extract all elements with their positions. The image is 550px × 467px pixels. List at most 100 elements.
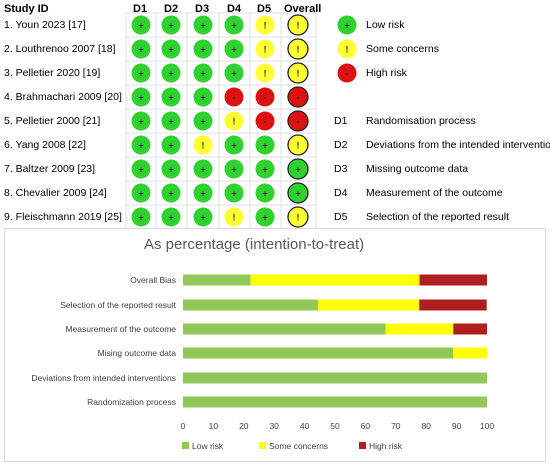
overall-judgement-some-icon-circle <box>287 14 309 36</box>
judgement-low-icon: + <box>193 183 213 203</box>
judgement-some-icon-circle <box>255 15 275 35</box>
judgement-low-icon-symbol: + <box>168 117 173 127</box>
judgement-low-icon-circle <box>131 63 151 83</box>
judgement-low-icon-symbol: + <box>231 165 236 175</box>
overall-judgement-some-icon: ! <box>287 62 309 84</box>
bar-segment <box>183 347 454 359</box>
legend-label: High risk <box>369 441 403 451</box>
judgement-low-icon-symbol: + <box>168 21 173 31</box>
judgement-low-icon: + <box>161 183 181 203</box>
domain-header-d2: D2 <box>164 3 179 15</box>
overall-judgement-some-icon-symbol: ! <box>297 45 300 55</box>
bar-segment <box>183 299 318 311</box>
judgement-low-icon-circle <box>224 135 244 155</box>
judgement-low-icon-circle <box>224 63 244 83</box>
domain-header-d4: D4 <box>227 3 242 15</box>
overall-judgement-some-icon-symbol: ! <box>297 21 300 31</box>
judgement-low-icon-symbol: + <box>168 141 173 151</box>
judgement-low-icon: + <box>193 159 213 179</box>
overall-judgement-some-icon-circle <box>287 206 309 228</box>
bar-segment <box>453 323 487 335</box>
judgement-some-icon: ! <box>224 207 244 227</box>
overall-judgement-some-icon-symbol: ! <box>297 213 300 223</box>
legend-low-icon-symbol: + <box>344 21 349 31</box>
judgement-low-icon: + <box>224 135 244 155</box>
domain-key-d3: D3 <box>334 163 348 175</box>
judgement-low-icon-symbol: + <box>138 69 143 79</box>
domain-label-d3: Missing outcome data <box>366 163 469 175</box>
judgement-low-icon-symbol: + <box>200 93 205 103</box>
judgement-low-icon-circle <box>131 183 151 203</box>
domain-label-d4: Measurement of the outcome <box>366 187 503 199</box>
judgement-some-icon-symbol: ! <box>264 21 267 31</box>
judgement-low-icon: + <box>161 39 181 59</box>
judgement-low-icon: + <box>193 87 213 107</box>
legend-high-icon-symbol: - <box>346 69 349 79</box>
judgement-low-icon-circle <box>161 15 181 35</box>
judgement-low-icon-circle <box>193 159 213 179</box>
overall-judgement-some-icon: ! <box>287 38 309 60</box>
legend-high-risk-label: High risk <box>366 67 407 79</box>
judgement-low-icon-symbol: + <box>200 189 205 199</box>
judgement-high-icon-circle <box>255 111 275 131</box>
domain-key-d5: D5 <box>334 211 348 223</box>
bar-segment <box>250 274 420 286</box>
judgement-low-icon-symbol: + <box>138 117 143 127</box>
judgement-low-icon: + <box>161 135 181 155</box>
judgement-low-icon-circle <box>193 39 213 59</box>
judgement-high-icon: - <box>255 87 275 107</box>
judgement-some-icon-circle <box>255 63 275 83</box>
judgement-low-icon: + <box>193 207 213 227</box>
overall-judgement-low-icon-circle <box>287 158 309 180</box>
domain-label-d5: Selection of the reported result <box>366 211 510 223</box>
study-id-header: Study ID <box>4 3 49 15</box>
x-tick-label: 30 <box>269 421 279 431</box>
overall-judgement-high-icon-circle <box>287 110 309 132</box>
judgement-low-icon-circle <box>193 15 213 35</box>
judgement-low-icon: + <box>131 135 151 155</box>
study-name: 5. Pelletier 2000 [21] <box>4 115 101 127</box>
judgement-low-icon-symbol: + <box>262 189 267 199</box>
judgement-low-icon-symbol: + <box>200 165 205 175</box>
legend-swatch <box>359 442 366 449</box>
judgement-low-icon-circle <box>161 207 181 227</box>
judgement-low-icon-symbol: + <box>200 69 205 79</box>
bar-segment <box>183 323 386 335</box>
judgement-low-icon-circle <box>161 63 181 83</box>
study-name: 6. Yang 2008 [22] <box>4 139 86 151</box>
overall-judgement-high-icon: - <box>287 110 309 132</box>
judgement-low-icon-circle <box>131 207 151 227</box>
category-label: Selection of the reported result <box>60 300 176 310</box>
bar-segment <box>183 274 251 286</box>
x-tick-label: 50 <box>330 421 340 431</box>
judgement-high-icon-symbol: - <box>264 117 267 127</box>
judgement-low-icon-symbol: + <box>231 189 236 199</box>
judgement-low-icon-circle <box>161 87 181 107</box>
overall-judgement-high-icon: - <box>287 86 309 108</box>
judgement-low-icon-circle <box>255 135 275 155</box>
judgement-low-icon-circle <box>255 159 275 179</box>
domain-key-d4: D4 <box>334 187 348 199</box>
judgement-low-icon: + <box>161 159 181 179</box>
domain-header-d1: D1 <box>133 3 148 15</box>
study-name: 7. Baltzer 2009 [23] <box>4 163 96 175</box>
judgement-low-icon-symbol: + <box>138 21 143 31</box>
judgement-low-icon: + <box>161 111 181 131</box>
judgement-low-icon-circle <box>224 183 244 203</box>
judgement-some-icon: ! <box>255 15 275 35</box>
judgement-low-icon: + <box>193 39 213 59</box>
x-tick-label: 40 <box>300 421 310 431</box>
summary-chart-frame <box>4 228 546 462</box>
judgement-low-icon: + <box>131 159 151 179</box>
x-tick-label: 80 <box>421 421 431 431</box>
overall-judgement-some-icon-circle <box>287 62 309 84</box>
overall-judgement-low-icon-symbol: + <box>295 189 300 199</box>
bar-segment <box>317 299 420 311</box>
judgement-low-icon: + <box>224 15 244 35</box>
judgement-low-icon-symbol: + <box>168 165 173 175</box>
overall-judgement-high-icon-circle <box>287 86 309 108</box>
x-tick-label: 10 <box>209 421 219 431</box>
judgement-low-icon: + <box>131 87 151 107</box>
judgement-low-icon: + <box>255 183 275 203</box>
